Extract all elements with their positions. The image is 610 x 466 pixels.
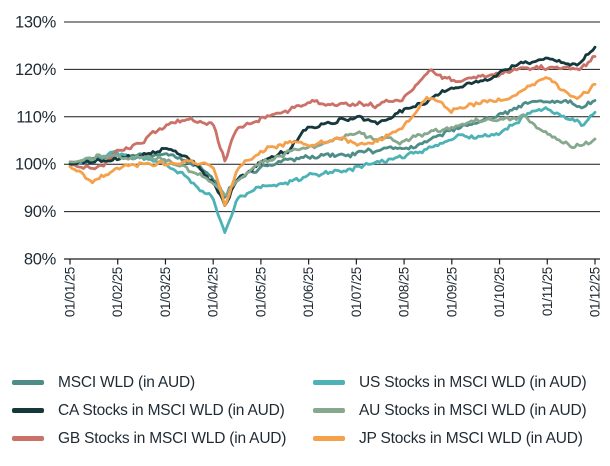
legend-column-left: MSCI WLD (in AUD) CA Stocks in MSCI WLD … <box>12 373 313 448</box>
legend-swatch-msci-wld <box>12 380 44 385</box>
x-tick-label-4: 01/05/25 <box>253 267 268 317</box>
x-tick-label-3: 01/04/25 <box>206 267 221 317</box>
x-tick-label-5: 01/06/25 <box>301 267 316 317</box>
x-tick-label-7: 01/08/25 <box>397 267 412 317</box>
series-line-0 <box>68 99 597 199</box>
legend-label-gb-stocks: GB Stocks in MSCI WLD (in AUD) <box>58 430 287 447</box>
legend-label-ca-stocks: CA Stocks in MSCI WLD (in AUD) <box>58 402 285 419</box>
chart-plot-area: 130% 120% 110% 100% 90% 80% 01/01/25 01/02/25 01… <box>15 14 603 318</box>
y-tick-label-80: 80% <box>24 251 57 269</box>
legend-swatch-gb-stocks <box>12 436 44 441</box>
legend-column-right: US Stocks in MSCI WLD (in AUD) AU Stocks… <box>313 373 587 448</box>
legend-item-ca-stocks: CA Stocks in MSCI WLD (in AUD) <box>12 401 313 420</box>
legend-swatch-au-stocks <box>313 408 345 413</box>
chart-legend: MSCI WLD (in AUD) CA Stocks in MSCI WLD … <box>0 373 610 448</box>
legend-label-us-stocks: US Stocks in MSCI WLD (in AUD) <box>359 374 587 391</box>
x-tick-label-2: 01/03/25 <box>158 267 173 317</box>
x-tick-label-11: 01/12/25 <box>588 267 603 317</box>
y-tick-label-130: 130% <box>15 14 57 32</box>
series-line-1 <box>68 45 597 207</box>
x-tick-label-10: 01/11/25 <box>540 267 555 316</box>
x-tick-label-0: 01/01/25 <box>63 267 78 317</box>
y-tick-label-90: 90% <box>24 203 57 221</box>
series-line-5 <box>68 76 597 207</box>
legend-label-jp-stocks: JP Stocks in MSCI WLD (in AUD) <box>359 430 583 447</box>
legend-item-au-stocks: AU Stocks in MSCI WLD (in AUD) <box>313 401 587 420</box>
series-line-2 <box>68 55 597 171</box>
legend-item-msci-wld: MSCI WLD (in AUD) <box>12 373 313 392</box>
legend-swatch-jp-stocks <box>313 436 345 441</box>
series-line-3 <box>68 106 597 234</box>
x-tick-label-8: 01/09/25 <box>444 267 459 317</box>
y-tick-label-110: 110% <box>16 108 56 126</box>
legend-item-jp-stocks: JP Stocks in MSCI WLD (in AUD) <box>313 429 586 448</box>
x-tick-label-9: 01/10/25 <box>492 267 507 317</box>
legend-item-gb-stocks: GB Stocks in MSCI WLD (in AUD) <box>12 429 313 448</box>
y-tick-label-100: 100% <box>15 156 57 174</box>
legend-swatch-us-stocks <box>313 380 345 385</box>
y-tick-label-120: 120% <box>15 61 57 79</box>
legend-swatch-ca-stocks <box>12 408 44 413</box>
x-tick-label-6: 01/07/25 <box>349 267 364 317</box>
legend-label-msci-wld: MSCI WLD (in AUD) <box>58 374 195 391</box>
x-tick-label-1: 01/02/25 <box>110 267 125 317</box>
legend-label-au-stocks: AU Stocks in MSCI WLD (in AUD) <box>359 402 587 419</box>
legend-item-us-stocks: US Stocks in MSCI WLD (in AUD) <box>313 373 587 392</box>
